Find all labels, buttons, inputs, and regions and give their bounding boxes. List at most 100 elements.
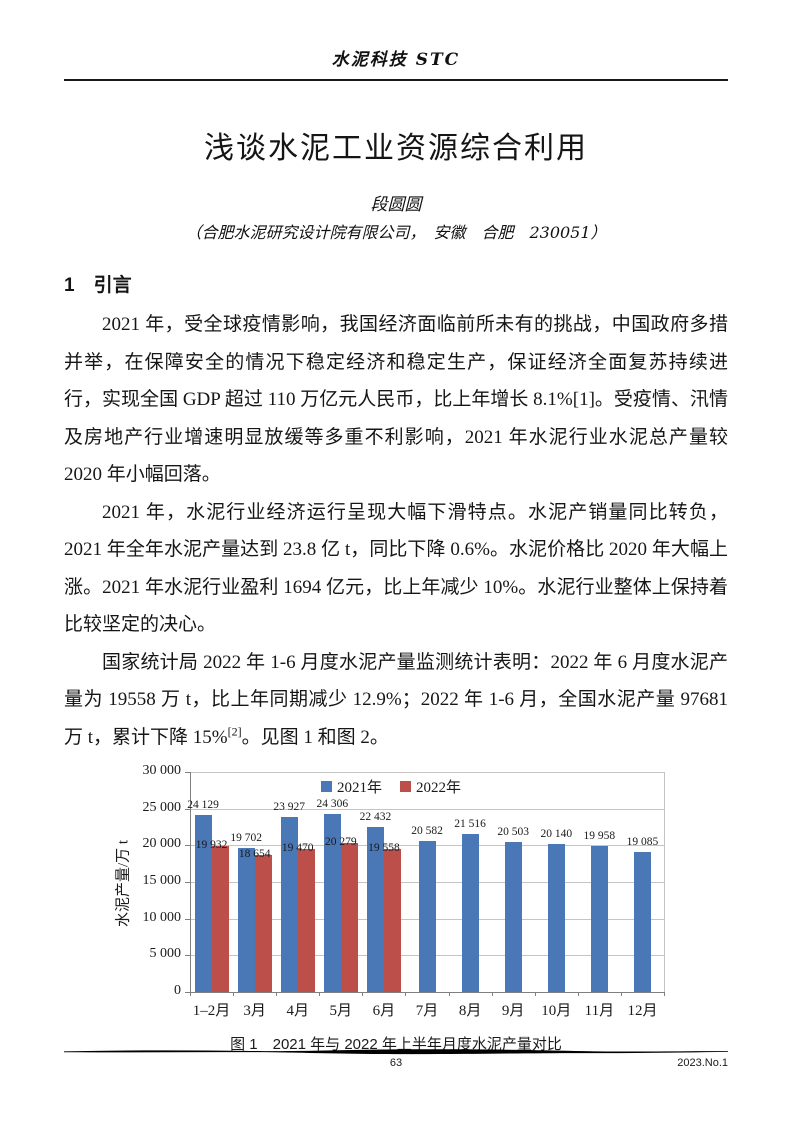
page-footer: 63 2023.No.1 (64, 1048, 728, 1069)
page-header: 水泥科技 STC (64, 45, 728, 81)
section-number: 1 (64, 275, 75, 296)
x-tick-mark (620, 992, 622, 996)
bar-label-2021年-3月: 19 702 (230, 831, 262, 844)
x-tick-label-4月: 4月 (286, 1003, 309, 1019)
x-tick-label-9月: 9月 (501, 1003, 525, 1019)
bar-label-2021年-1–2月: 24 129 (187, 799, 219, 812)
bar-2021年-1–2月 (194, 815, 212, 992)
y-tick-label: 25 000 (142, 799, 182, 815)
bar-label-2021年-9月: 20 503 (497, 825, 529, 838)
bar-label-2021年-10月: 20 140 (540, 828, 573, 841)
page-number: 63 (389, 1057, 403, 1069)
header-rule (64, 79, 728, 81)
y-tick-label: 30 000 (142, 763, 182, 778)
page-content: 水泥科技 STC 浅谈水泥工业资源综合利用 段圆圆 （合肥水泥研究设计院有限公司… (64, 0, 728, 1054)
x-tick-mark (362, 992, 364, 996)
y-tick-label: 15 000 (142, 873, 182, 888)
paragraph-2: 2021 年，水泥行业经济运行呈现大幅下滑特点。水泥产销量同比转负，2021 年… (64, 501, 728, 636)
section-heading: 1 引言 (64, 270, 728, 297)
bar-2022年-5月 (340, 843, 358, 992)
bar-2021年-3月 (237, 847, 255, 992)
bar-2021年-5月 (323, 813, 341, 992)
y-tick-label: 0 (174, 983, 181, 998)
journal-title: 水泥科技 STC (331, 50, 461, 70)
x-tick-label-10月: 10月 (541, 1003, 572, 1019)
y-tick-mark (185, 955, 190, 957)
x-tick-label-3月: 3月 (243, 1003, 266, 1019)
x-tick-label-8月: 8月 (458, 1003, 482, 1019)
x-tick-label-1–2月: 1–2月 (192, 1003, 231, 1019)
author-name: 段圆圆 (370, 195, 422, 215)
gridline (190, 808, 664, 810)
legend-label-2022: 2022年 (416, 780, 462, 796)
bar-label-2022年-6月: 19 558 (368, 841, 400, 854)
x-tick-mark (190, 992, 191, 996)
bar-2021年-7月 (418, 841, 436, 992)
figure-caption: 图 1 2021 年与 2022 年上半年月度水泥产量对比 (230, 1036, 562, 1053)
bar-2021年-6月 (366, 827, 384, 992)
paragraph-3-text: 国家统计局 2022 年 1-6 月度水泥产量监测统计表明：2022 年 6 月… (64, 651, 728, 748)
bar-label-2021年-6月: 22 432 (359, 811, 392, 824)
y-tick-label: 10 000 (142, 909, 182, 925)
bar-label-2021年-11月: 19 958 (583, 829, 616, 842)
bar-label-2022年-5月: 20 279 (325, 836, 357, 849)
bar-2022年-3月 (254, 855, 272, 992)
bar-2022年-6月 (383, 848, 401, 992)
bar-2022年-1–2月 (211, 845, 229, 992)
bar-2022年-4月 (297, 849, 315, 992)
y-tick-label: 20 000 (142, 836, 182, 852)
bar-2021年-9月 (504, 841, 522, 992)
y-tick-mark (185, 845, 190, 847)
x-tick-label-5月: 5月 (329, 1003, 353, 1019)
x-tick-mark (405, 992, 407, 996)
legend-item-2022: 2022年 (400, 776, 461, 797)
x-tick-label-11月: 11月 (584, 1003, 615, 1019)
x-tick-mark (233, 992, 235, 996)
body-text: 2021 年，受全球疫情影响，我国经济面临前所未有的挑战，中国政府多措并举，在保… (64, 306, 728, 756)
footer-decorative-rule (64, 1049, 728, 1055)
legend-item-2021: 2021年 (321, 776, 382, 797)
bar-label-2022年-4月: 19 470 (281, 842, 314, 855)
bar-label-2021年-7月: 20 582 (411, 825, 443, 838)
bar-2021年-8月 (461, 834, 479, 992)
paragraph-3: 国家统计局 2022 年 1-6 月度水泥产量监测统计表明：2022 年 6 月… (64, 644, 728, 757)
paragraph-1: 2021 年，受全球疫情影响，我国经济面临前所未有的挑战，中国政府多措并举，在保… (64, 314, 728, 485)
y-tick-mark (185, 808, 190, 810)
bar-2021年-4月 (280, 816, 298, 992)
bar-label-2021年-12月: 19 085 (626, 836, 659, 849)
y-tick-mark (185, 882, 190, 883)
bar-label-2021年-8月: 21 516 (454, 818, 486, 831)
legend-label-2021: 2021年 (337, 780, 383, 796)
footer-row: 63 2023.No.1 (64, 1057, 728, 1069)
plot-right-border (664, 772, 665, 992)
bar-label-2021年-5月: 24 306 (316, 797, 349, 810)
issue-label: 2023.No.1 (677, 1057, 728, 1069)
y-tick-label: 5 000 (149, 946, 182, 962)
bar-label-2022年-1–2月: 19 932 (195, 838, 228, 851)
x-tick-label-7月: 7月 (415, 1003, 439, 1019)
gridline (190, 772, 664, 773)
bar-2021年-12月 (633, 852, 651, 992)
y-tick-mark (185, 772, 190, 773)
article-title: 浅谈水泥工业资源综合利用 (204, 132, 588, 165)
x-axis-line (185, 992, 664, 993)
citation-superscript: [2] (227, 724, 242, 739)
y-tick-mark (185, 918, 190, 920)
bar-label-2022年-3月: 18 654 (238, 848, 271, 861)
paragraph-3-tail: 。见图 1 和图 2。 (241, 726, 389, 748)
bar-2021年-11月 (590, 845, 608, 992)
x-tick-label-12月: 12月 (627, 1003, 658, 1019)
chart-legend: 2021年 2022年 (321, 776, 461, 797)
bar-2021年-10月 (547, 844, 565, 992)
x-tick-mark (491, 992, 493, 996)
x-tick-mark (577, 992, 579, 996)
y-axis-line (190, 772, 191, 993)
x-tick-mark (448, 992, 450, 996)
section-title: 引言 (93, 275, 132, 296)
legend-swatch-2021 (321, 781, 332, 792)
x-tick-label-6月: 6月 (372, 1003, 396, 1019)
x-tick-mark (276, 992, 278, 996)
legend-swatch-2022 (400, 781, 412, 792)
